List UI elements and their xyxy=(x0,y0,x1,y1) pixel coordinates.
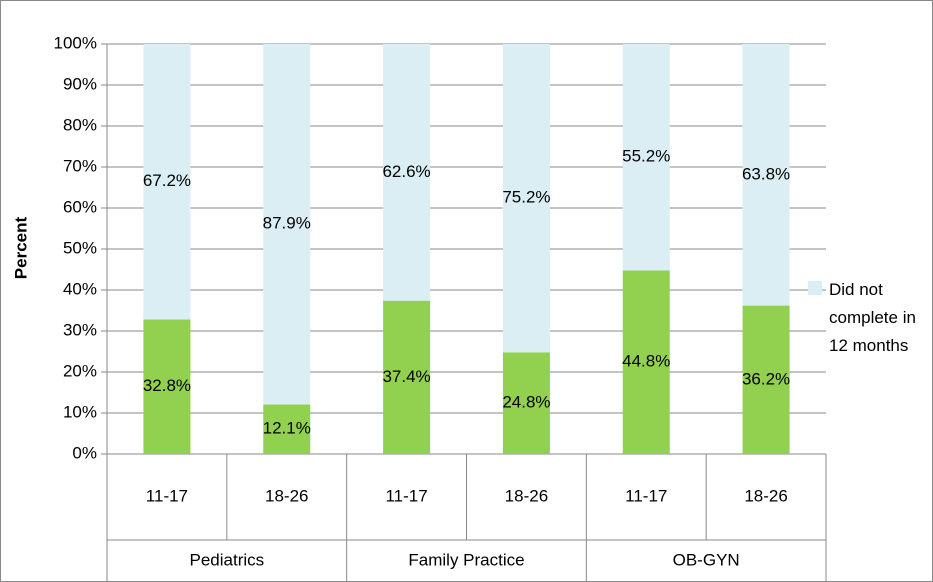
bar-segment xyxy=(383,300,431,454)
bar-segment xyxy=(742,44,790,306)
y-tick-label: 70% xyxy=(63,156,97,175)
y-tick-label: 40% xyxy=(63,279,97,298)
x-tick-label: 11-17 xyxy=(625,486,667,505)
y-tick-label: 10% xyxy=(63,402,97,421)
y-tick-label: 80% xyxy=(63,115,97,134)
bar-segment xyxy=(263,404,311,454)
x-tick-label: 11-17 xyxy=(146,486,188,505)
data-label: 62.6% xyxy=(382,162,430,181)
bar-segment xyxy=(263,44,311,405)
bar-segment xyxy=(383,44,431,301)
y-tick-label: 90% xyxy=(63,74,97,93)
bar-segment xyxy=(143,44,191,320)
x-tick-label: 18-26 xyxy=(505,486,548,505)
bar-segment xyxy=(622,270,670,454)
y-tick-label: 30% xyxy=(63,320,97,339)
bar-segment xyxy=(742,305,790,454)
group-label: Pediatrics xyxy=(190,550,265,569)
y-tick-label: 0% xyxy=(72,443,97,462)
data-label: 55.2% xyxy=(622,147,670,166)
y-axis-label: Percent xyxy=(11,216,30,279)
y-tick-label: 20% xyxy=(63,361,97,380)
data-label: 63.8% xyxy=(742,164,790,183)
legend-swatch xyxy=(808,281,822,295)
data-label: 87.9% xyxy=(263,214,311,233)
y-tick-label: 50% xyxy=(63,238,97,257)
data-label: 75.2% xyxy=(502,188,550,207)
x-tick-label: 18-26 xyxy=(744,486,787,505)
y-tick-label: 60% xyxy=(63,197,97,216)
x-tick-label: 11-17 xyxy=(385,486,427,505)
data-label: 12.1% xyxy=(263,419,311,438)
bar-segment xyxy=(622,44,670,271)
y-tick-label: 100% xyxy=(54,33,97,52)
bar-segment xyxy=(502,44,550,353)
legend-text: Did not complete in 12 months xyxy=(829,280,916,355)
bar-segment xyxy=(502,352,550,454)
group-label: OB-GYN xyxy=(673,550,740,569)
data-label: 24.8% xyxy=(502,393,550,412)
data-label: 67.2% xyxy=(143,171,191,190)
group-label: Family Practice xyxy=(408,550,524,569)
data-label: 36.2% xyxy=(742,369,790,388)
x-tick-label: 18-26 xyxy=(265,486,308,505)
data-label: 44.8% xyxy=(622,352,670,371)
data-label: 37.4% xyxy=(382,367,430,386)
data-label: 32.8% xyxy=(143,376,191,395)
bar-segment xyxy=(143,319,191,454)
